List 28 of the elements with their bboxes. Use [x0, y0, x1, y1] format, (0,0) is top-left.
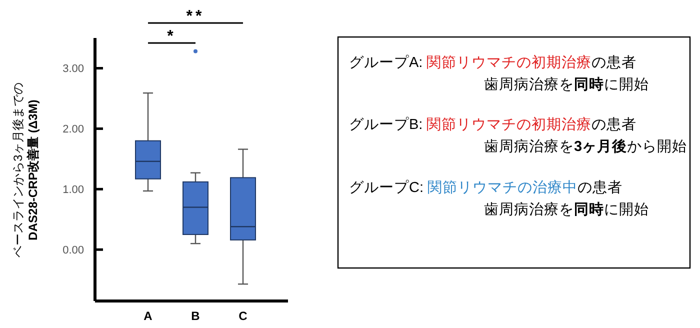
y-axis-title: ベースラインから3ヶ月後までの DAS28-CRP改善量 (Δ3M)	[11, 82, 40, 258]
text: 同時	[574, 201, 604, 218]
text: 関節リウマチの初期治療	[426, 116, 592, 133]
text: の患者	[592, 116, 637, 133]
y-tick-label: 1.00	[62, 184, 84, 196]
y-tick-label: 2.00	[62, 124, 84, 136]
x-tick-label: A	[144, 309, 153, 323]
text: **	[186, 8, 205, 25]
text: の患者	[592, 54, 637, 71]
text: グループC:	[349, 179, 428, 196]
x-tick-label: C	[238, 309, 248, 323]
text: グループA:	[349, 54, 427, 71]
text: 歯周病治療を	[484, 76, 574, 93]
text: 関節リウマチの治療中	[428, 179, 578, 196]
text: 歯周病治療を	[484, 201, 574, 218]
text: 歯周病治療を	[484, 138, 574, 155]
text: に開始	[604, 77, 649, 93]
y-tick-label: 0.00	[62, 244, 84, 257]
text: から開始	[627, 139, 688, 155]
text: グループB:	[349, 116, 427, 133]
text: 3ヶ月後	[574, 138, 628, 155]
text: 同時	[574, 76, 604, 93]
annotation: *	[167, 28, 176, 45]
text: に開始	[604, 202, 649, 218]
text: の患者	[578, 179, 623, 196]
y-tick-label: 3.00	[62, 63, 84, 76]
x-tick-label: B	[191, 309, 200, 323]
text: 関節リウマチの初期治療	[426, 54, 592, 71]
